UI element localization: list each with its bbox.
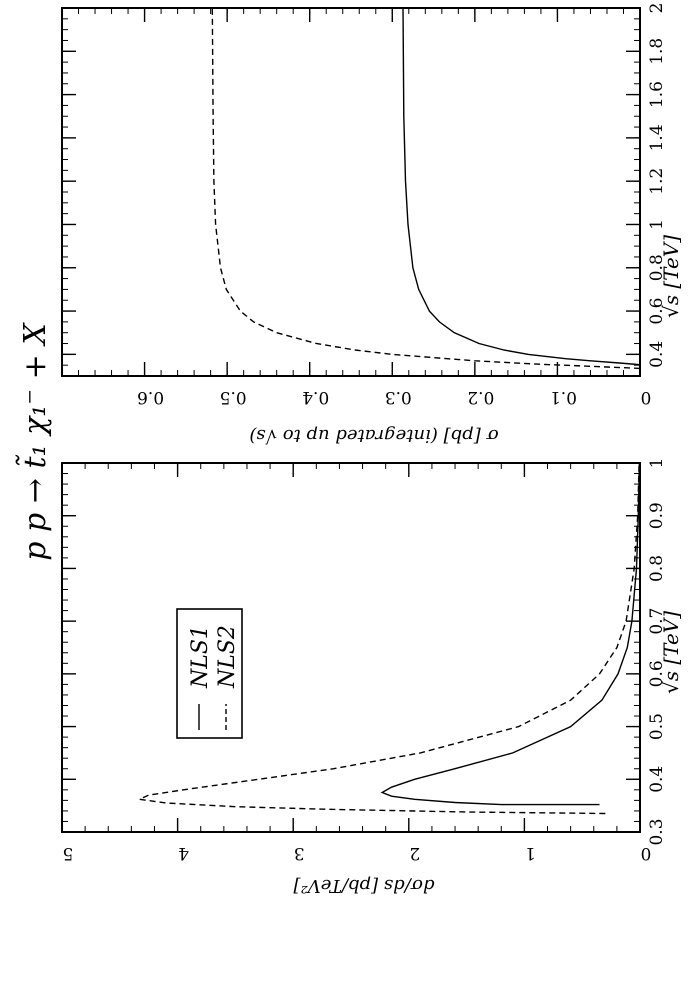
x-tick-label: 1.6 [647, 81, 667, 108]
x-tick-label: 0.8 [647, 254, 667, 281]
y-tick-label: 2 [409, 843, 420, 863]
x-tick-label: 0.3 [647, 818, 667, 845]
y-tick-label: 3 [294, 843, 305, 863]
legend-label-nls1: NLS1 [188, 625, 213, 689]
legend-label-nls2: NLS2 [215, 625, 240, 689]
x-axis-label: √s [TeV] [659, 235, 683, 318]
x-tick-label: 0.6 [647, 298, 667, 325]
x-tick-label: 0.8 [647, 555, 667, 582]
x-tick-label: 0.9 [647, 502, 667, 529]
x-tick-label: 1.2 [647, 168, 667, 195]
x-tick-label: 0.4 [647, 341, 667, 368]
x-tick-label: 0.6 [647, 660, 667, 687]
x-tick-label: 1.4 [647, 124, 667, 151]
y-tick-label: 5 [63, 843, 74, 863]
plot-frame [61, 462, 641, 833]
y-tick-label: 0.2 [467, 387, 494, 407]
y-axis-label: σ [pb] (integrated up to √s) [249, 425, 498, 446]
series-line-nls1 [402, 7, 641, 366]
panel-differential-cross-section: 0.3 0.4 0.5 0.6 0.7 0.8 0.9 1 0 1 2 3 4 5 √s [TeV] d… [61, 458, 683, 896]
series-line-nls2 [137, 462, 640, 815]
legend: NLS1 NLS2 [176, 608, 243, 739]
figure-title: p p → t̃₁ χ₁⁻ + X [15, 322, 53, 561]
ticks [61, 462, 641, 833]
x-tick-labels: 0.3 0.4 0.5 0.6 0.7 0.8 0.9 1 [647, 458, 667, 846]
y-axis-label: dσ/ds [pb/TeV²] [293, 875, 435, 896]
y-tick-label: 4 [178, 843, 189, 863]
y-tick-label: 0.5 [220, 387, 247, 407]
x-axis-label: √s [TeV] [659, 611, 683, 694]
x-tick-label: 1 [647, 458, 667, 469]
series-lines [211, 7, 641, 370]
y-tick-label: 1 [525, 843, 536, 863]
y-tick-label: 0 [641, 843, 652, 863]
series-line-nls1 [380, 462, 641, 806]
x-tick-labels: 0.4 0.6 0.8 1 1.2 1.4 1.6 1.8 2 [647, 3, 667, 368]
y-tick-labels: 0 0.1 0.2 0.3 0.4 0.5 0.6 [137, 387, 651, 407]
y-tick-label: 0.1 [550, 387, 577, 407]
x-tick-label: 1.8 [647, 38, 667, 65]
x-tick-label: 2 [647, 3, 667, 14]
y-tick-labels: 0 1 2 3 4 5 [63, 843, 652, 863]
legend-box [176, 608, 243, 739]
series-line-nls2 [211, 7, 641, 370]
panel-integrated-cross-section: 0.4 0.6 0.8 1 1.2 1.4 1.6 1.8 2 0 0.1 0.2 0.3 0.4 0.5… [61, 3, 683, 446]
y-tick-label: 0.4 [302, 387, 329, 407]
x-tick-label: 0.5 [647, 713, 667, 740]
y-tick-label: 0.3 [385, 387, 412, 407]
series-lines [137, 462, 641, 815]
x-tick-label: 0.4 [647, 766, 667, 793]
y-tick-label: 0 [641, 387, 652, 407]
x-tick-label: 0.7 [647, 608, 667, 635]
x-tick-label: 1 [647, 219, 667, 230]
y-tick-label: 0.6 [137, 387, 164, 407]
gridless-ticks [61, 7, 641, 377]
plot-frame [61, 7, 641, 377]
